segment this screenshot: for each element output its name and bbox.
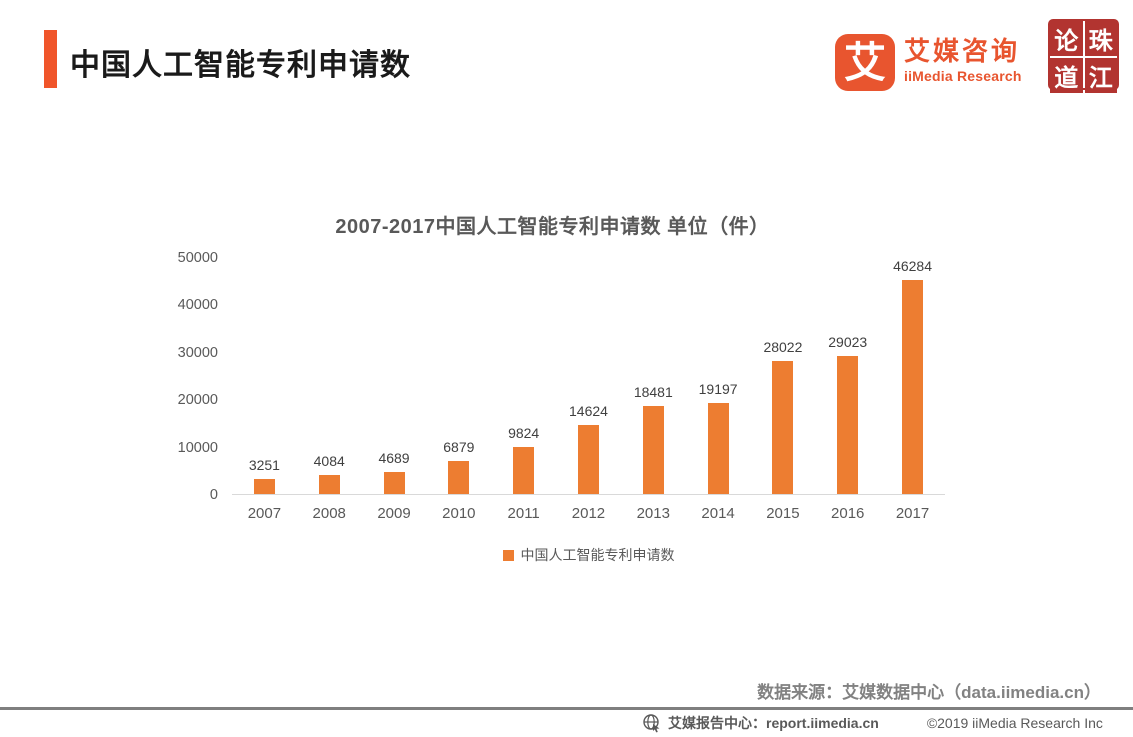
data-source-note: 数据来源：艾媒数据中心（data.iimedia.cn） bbox=[757, 683, 1101, 702]
bar-group-2013: 18481 2013 bbox=[621, 258, 686, 522]
seal-char-tr: 珠 bbox=[1084, 21, 1117, 56]
bar-group-2009: 4689 2009 bbox=[362, 258, 427, 522]
y-tick-20000: 20000 bbox=[177, 392, 218, 409]
x-tick-label-2008: 2008 bbox=[312, 505, 346, 522]
title-accent-bar bbox=[44, 30, 57, 88]
bar-2011 bbox=[513, 447, 535, 494]
y-tick-30000: 30000 bbox=[177, 344, 218, 361]
legend-marker bbox=[502, 549, 514, 561]
bar-value-label-2015: 28022 bbox=[763, 339, 803, 355]
iimedia-logo-text: 艾媒咨询 iiMedia Research bbox=[904, 37, 1022, 84]
bar-value-label-2017: 46284 bbox=[893, 258, 932, 274]
bar-2008 bbox=[318, 475, 340, 494]
brand-name-cn: 艾媒咨询 bbox=[904, 36, 1021, 66]
bar-group-2014: 19197 2014 bbox=[686, 258, 751, 522]
y-tick-40000: 40000 bbox=[177, 297, 218, 314]
chart-legend: 中国人工智能专利申请数 bbox=[232, 545, 945, 565]
seal-char-bl: 道 bbox=[1050, 58, 1083, 93]
bar-2007 bbox=[253, 479, 275, 494]
copyright-text: ©2019 iiMedia Research Inc bbox=[926, 715, 1103, 731]
logo-glyph: 艾 bbox=[843, 38, 886, 86]
bar-group-2007: 3251 2007 bbox=[232, 258, 297, 522]
bar-group-2016: 29023 2016 bbox=[815, 258, 880, 522]
x-tick-label-2010: 2010 bbox=[442, 505, 476, 522]
globe-cursor-icon bbox=[643, 714, 660, 733]
bar-2013 bbox=[642, 406, 664, 494]
y-tick-10000: 10000 bbox=[177, 439, 218, 456]
bar-group-2015: 28022 2015 bbox=[751, 258, 816, 522]
bar-2012 bbox=[577, 425, 599, 494]
bar-value-label-2012: 14624 bbox=[569, 403, 608, 419]
bar-2017 bbox=[902, 280, 924, 494]
bar-group-2017: 46284 2017 bbox=[880, 258, 945, 522]
bar-value-label-2007: 3251 bbox=[248, 457, 280, 473]
bar-value-label-2010: 6879 bbox=[443, 439, 475, 455]
x-tick-label-2013: 2013 bbox=[636, 505, 670, 522]
bar-2016 bbox=[837, 356, 859, 494]
bar-group-2008: 4084 2008 bbox=[297, 258, 362, 522]
report-center-link: 艾媒报告中心：report.iimedia.cn bbox=[668, 715, 879, 731]
x-tick-label-2015: 2015 bbox=[766, 505, 800, 522]
iimedia-logo-icon: 艾 bbox=[835, 34, 895, 91]
page-title: 中国人工智能专利申请数 bbox=[70, 49, 411, 82]
y-tick-50000: 50000 bbox=[177, 250, 218, 266]
bar-2009 bbox=[383, 472, 405, 494]
x-tick-label-2016: 2016 bbox=[831, 505, 865, 522]
y-tick-0: 0 bbox=[209, 487, 218, 503]
bar-group-2011: 9824 2011 bbox=[491, 258, 556, 522]
bar-value-label-2013: 18481 bbox=[633, 384, 673, 400]
x-tick-label-2012: 2012 bbox=[571, 505, 606, 522]
bar-chart-plot-area: 3251 2007 4084 2008 4689 2009 6879 2010 9824 2011… bbox=[232, 258, 945, 522]
bar-value-label-2008: 4084 bbox=[313, 453, 345, 469]
bar-2014 bbox=[707, 403, 729, 494]
y-axis-tick-labels: 0 10000 20000 30000 40000 50000 bbox=[140, 250, 218, 503]
bar-2015 bbox=[772, 361, 794, 494]
x-tick-label-2007: 2007 bbox=[247, 505, 282, 522]
footer: 艾媒报告中心：report.iimedia.cn ©2019 iiMedia R… bbox=[642, 712, 1103, 734]
bar-value-label-2014: 19197 bbox=[698, 381, 738, 397]
legend-label: 中国人工智能专利申请数 bbox=[520, 547, 675, 563]
chart-title: 2007-2017中国人工智能专利申请数 单位（件） bbox=[335, 216, 770, 238]
x-tick-label-2017: 2017 bbox=[895, 505, 930, 522]
seal-char-tl: 论 bbox=[1050, 21, 1083, 56]
footer-divider bbox=[0, 707, 1133, 710]
bar-group-2012: 14624 2012 bbox=[556, 258, 621, 522]
seal-char-br: 江 bbox=[1084, 58, 1117, 93]
brand-name-en: iiMedia Research bbox=[904, 67, 1022, 84]
bar-value-label-2009: 4689 bbox=[378, 450, 410, 466]
bar-value-label-2011: 9824 bbox=[508, 425, 540, 441]
x-tick-label-2011: 2011 bbox=[507, 505, 540, 522]
bar-group-2010: 6879 2010 bbox=[426, 258, 491, 522]
x-tick-label-2014: 2014 bbox=[701, 505, 735, 522]
x-tick-label-2009: 2009 bbox=[377, 505, 411, 522]
seal-stamp: 论 珠 道 江 bbox=[1048, 19, 1119, 93]
bar-value-label-2016: 29023 bbox=[828, 334, 868, 350]
bar-2010 bbox=[448, 461, 470, 494]
